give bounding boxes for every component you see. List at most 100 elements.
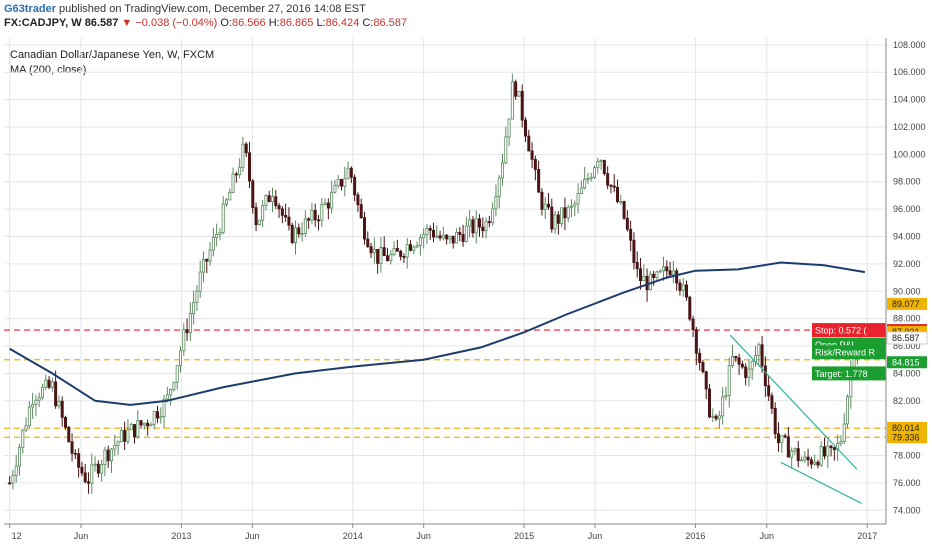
candle-body	[576, 193, 580, 205]
candle-body	[431, 229, 435, 238]
candle-body	[221, 203, 225, 233]
candle-body	[507, 118, 511, 138]
candle-body	[478, 218, 482, 228]
candle-body	[681, 284, 685, 291]
time-tick-label: Jun	[416, 531, 431, 541]
candle-body	[247, 152, 251, 182]
candle-body	[307, 218, 311, 221]
candle-body	[44, 379, 48, 388]
time-tick-label: Jun	[74, 531, 89, 541]
time-axis: 12 Jun 2013 Jun 2014 Jun 2015 Jun 2016 Jun 2017	[4, 523, 886, 541]
candle-body	[234, 173, 238, 176]
candle-body	[86, 481, 90, 484]
candle-body	[441, 234, 445, 239]
candle-body	[563, 207, 567, 219]
candle-body	[826, 445, 830, 457]
price-tag-bg	[887, 421, 927, 434]
price-tick-label: 90.000	[893, 286, 921, 296]
candle-body	[93, 463, 97, 466]
candle-body	[136, 420, 140, 438]
candle-body	[583, 178, 587, 189]
position-label: Risk/Reward R	[815, 348, 876, 358]
candle-body	[501, 162, 505, 179]
candle-body	[786, 436, 790, 458]
candle-body	[67, 426, 71, 443]
high-value: 86.865	[279, 17, 314, 29]
time-tick-label: Jun	[245, 531, 260, 541]
candle-body	[665, 266, 669, 272]
candle-body	[195, 290, 199, 303]
candle-body	[241, 143, 245, 168]
candle-body	[731, 355, 735, 366]
candle-body	[691, 318, 695, 331]
candle-body	[813, 461, 817, 465]
candle-body	[464, 225, 468, 242]
candle-body	[832, 447, 836, 451]
candle-body	[54, 381, 58, 407]
candle-body	[823, 446, 827, 457]
candle-body	[211, 237, 215, 251]
indicator-label[interactable]: MA (200, close)	[10, 64, 87, 76]
candle-body	[132, 424, 136, 438]
candle-body	[34, 399, 38, 405]
candle-body	[616, 186, 620, 202]
candle-body	[451, 235, 455, 244]
time-tick-label: 2013	[171, 531, 191, 541]
position-label: Open P&L	[815, 340, 857, 350]
candle-body	[589, 176, 593, 179]
candle-body	[379, 247, 383, 264]
price-tag: 89.077	[892, 299, 920, 309]
candle-body	[80, 466, 84, 474]
candle-body	[540, 191, 544, 210]
candle-body	[698, 352, 702, 363]
candle-body	[750, 361, 754, 370]
candle-body	[303, 218, 307, 234]
candle-body	[47, 379, 51, 388]
candle-body	[471, 219, 475, 234]
candle-body	[264, 195, 268, 206]
candle-body	[803, 456, 807, 461]
candle-body	[809, 459, 813, 465]
candle-body	[566, 206, 570, 219]
candle-body	[570, 205, 574, 208]
last-price: 86.587	[84, 17, 119, 29]
candle-body	[129, 424, 133, 431]
candle-body	[816, 461, 820, 466]
candle-body	[708, 388, 712, 418]
candle-body	[366, 238, 370, 248]
candle-body	[333, 184, 337, 193]
candle-body	[372, 248, 376, 254]
time-tick-label: Jun	[588, 531, 603, 541]
price-tick-label: 76.000	[893, 478, 921, 488]
candle-body	[415, 245, 419, 248]
candle-body	[556, 214, 560, 224]
price-tag-bg	[887, 297, 927, 310]
candle-body	[612, 185, 616, 188]
candle-body	[550, 206, 554, 230]
price-tick-label: 84.000	[893, 368, 921, 378]
candle-body	[126, 429, 130, 442]
candle-body	[31, 403, 35, 408]
candle-body	[277, 205, 281, 210]
candle-body	[376, 248, 380, 264]
price-tick-label: 92.000	[893, 259, 921, 269]
time-tick-label: 2014	[343, 531, 363, 541]
candle-body	[662, 266, 666, 272]
price-tick-label: 108.000	[893, 40, 926, 50]
candle-body	[757, 344, 761, 356]
candle-body	[658, 270, 662, 273]
candle-body	[142, 422, 146, 426]
candle-body	[609, 184, 613, 187]
candle-body	[284, 214, 288, 218]
candle-body	[270, 196, 274, 203]
candle-body	[846, 396, 850, 425]
price-tag-bg	[886, 331, 928, 345]
candle-body	[773, 407, 777, 435]
candle-body	[116, 441, 120, 446]
author-name[interactable]: G63trader	[4, 3, 56, 15]
candle-body	[293, 227, 297, 244]
candle-body	[149, 423, 153, 427]
candle-body	[652, 273, 656, 278]
candle-body	[839, 441, 843, 444]
